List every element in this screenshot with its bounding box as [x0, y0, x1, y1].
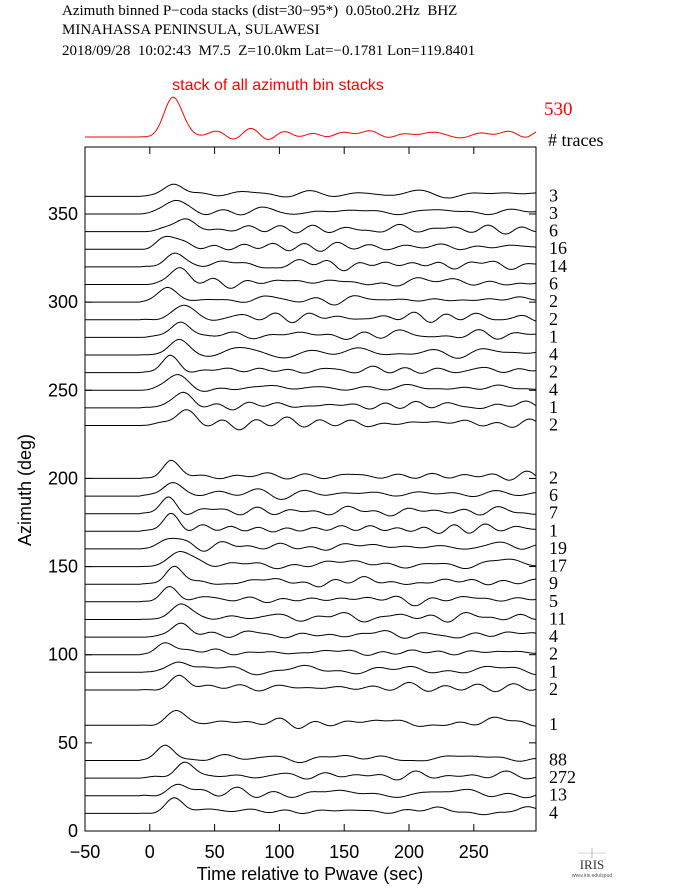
trace-az-120	[85, 603, 537, 623]
trace-count-label: 5	[549, 591, 558, 611]
trace-count-label: 11	[549, 608, 566, 628]
trace-az-330	[85, 235, 537, 252]
trace-az-230	[85, 409, 537, 431]
trace-az-110	[85, 622, 537, 639]
trace-count-label: 2	[549, 309, 558, 329]
y-tick-label: 350	[48, 204, 78, 224]
stack-trace	[85, 96, 537, 140]
y-tick-label: 150	[48, 557, 78, 577]
trace-count-label: 1	[549, 326, 558, 346]
x-tick-label: 200	[394, 842, 424, 862]
trace-az-240	[85, 391, 537, 411]
trace-count-label: 4	[549, 344, 558, 364]
trace-count-label: 88	[549, 749, 567, 769]
trace-az-200	[85, 459, 537, 481]
trace-az-80	[85, 674, 537, 693]
trace-az-90	[85, 661, 537, 676]
trace-az-140	[85, 565, 537, 588]
trace-count-label: 7	[549, 503, 558, 523]
stack-label: stack of all azimuth bin stacks	[172, 77, 384, 94]
trace-count-label: 2	[549, 467, 558, 487]
trace-az-30	[85, 761, 537, 781]
trace-count-label: 2	[549, 644, 558, 664]
y-tick-label: 250	[48, 380, 78, 400]
trace-count-label: 6	[549, 221, 558, 241]
trace-count-label: 2	[549, 362, 558, 382]
trace-az-290	[85, 304, 537, 324]
trace-count-label: 2	[549, 291, 558, 311]
trace-az-300	[85, 286, 537, 306]
trace-az-130	[85, 586, 537, 607]
trace-count-label: 2	[549, 679, 558, 699]
trace-az-180	[85, 496, 536, 517]
trace-az-280	[85, 321, 537, 340]
x-tick-label: 150	[329, 842, 359, 862]
trace-count-label: 13	[549, 785, 567, 805]
plot-frame	[84, 146, 537, 832]
trace-count-label: 14	[549, 256, 567, 276]
iris-logo-url: www.iris.edu/spud	[572, 873, 613, 879]
trace-az-170	[85, 512, 537, 534]
trace-count-label: 272	[549, 767, 576, 787]
x-tick-label: −50	[70, 842, 101, 862]
y-tick-label: 100	[48, 645, 78, 665]
trace-az-320	[85, 252, 536, 272]
trace-count-label: 6	[549, 274, 558, 294]
trace-count-label: 19	[549, 538, 567, 558]
trace-count-label: 1	[549, 397, 558, 417]
trace-az-40	[85, 744, 537, 763]
iris-logo-text: IRIS	[580, 857, 605, 872]
y-tick-label: 300	[48, 292, 78, 312]
y-tick-label: 200	[48, 468, 78, 488]
trace-az-150	[85, 551, 537, 570]
trace-az-350	[85, 199, 536, 216]
trace-az-310	[85, 267, 537, 289]
trace-count-label: 1	[549, 520, 558, 540]
trace-count-label: 4	[549, 379, 558, 399]
title-line-3: 2018/09/28 10:02:43 M7.5 Z=10.0km Lat=−0…	[62, 43, 476, 59]
trace-az-100	[85, 642, 536, 656]
trace-count-label: 9	[549, 573, 558, 593]
trace-az-360	[85, 183, 536, 199]
title-line-1: Azimuth binned P−coda stacks (dist=30−95…	[62, 3, 458, 19]
stack-count: 530	[544, 99, 573, 120]
trace-count-label: 1	[549, 661, 558, 681]
trace-count-label: 3	[549, 185, 558, 205]
traces-header: # traces	[548, 130, 603, 150]
trace-az-270	[85, 339, 537, 359]
iris-logo: IRIS www.iris.edu/spud	[572, 848, 613, 879]
trace-count-label: 4	[549, 626, 558, 646]
x-axis-label: Time relative to Pwave (sec)	[197, 864, 423, 884]
trace-count-label: 17	[549, 556, 567, 576]
trace-az-260	[85, 354, 537, 374]
trace-az-20	[85, 783, 537, 799]
trace-count-label: 4	[549, 802, 558, 822]
trace-count-label: 1	[549, 714, 558, 734]
trace-count-label: 6	[549, 485, 558, 505]
x-tick-label: 50	[205, 842, 225, 862]
y-tick-label: 50	[58, 733, 78, 753]
trace-az-60	[85, 710, 537, 730]
title-line-2: MINAHASSA PENINSULA, SULAWESI	[62, 22, 320, 38]
y-axis-label: Azimuth (deg)	[15, 434, 35, 546]
trace-count-label: 16	[549, 238, 567, 258]
x-tick-label: 250	[459, 842, 489, 862]
trace-az-10	[85, 797, 537, 816]
trace-az-340	[85, 218, 537, 235]
trace-count-label: 2	[549, 415, 558, 435]
y-tick-label: 0	[68, 821, 78, 841]
x-tick-label: 100	[264, 842, 294, 862]
x-tick-label: 0	[145, 842, 155, 862]
trace-count-label: 3	[549, 203, 558, 223]
trace-az-250	[85, 374, 537, 392]
trace-az-190	[85, 482, 537, 500]
trace-az-160	[85, 537, 537, 552]
